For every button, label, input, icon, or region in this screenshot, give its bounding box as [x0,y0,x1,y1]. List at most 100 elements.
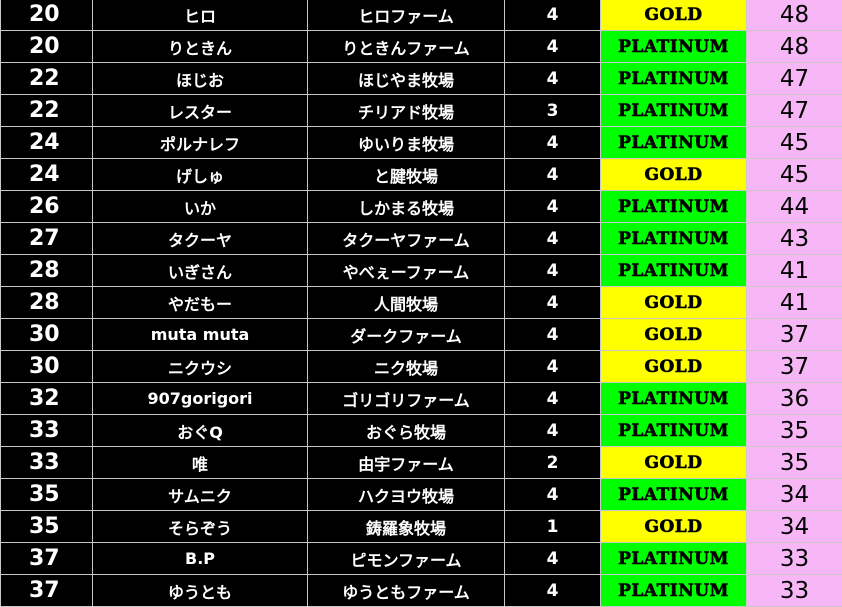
player-name-cell: げしゅ [93,159,308,191]
player-name-cell: レスター [93,95,308,127]
score-cell: 48 [747,31,842,63]
score-cell: 33 [747,575,842,607]
farm-name-cell: ピモンファーム [308,543,505,575]
tier-badge: PLATINUM [601,127,747,159]
tier-badge: PLATINUM [601,31,747,63]
score-cell: 37 [747,319,842,351]
count-cell: 4 [505,319,601,351]
tier-badge: GOLD [601,319,747,351]
count-cell: 4 [505,255,601,287]
score-cell: 47 [747,95,842,127]
farm-name-cell: やべぇーファーム [308,255,505,287]
farm-name-cell: と腱牧場 [308,159,505,191]
rank-cell: 37 [1,543,93,575]
score-cell: 48 [747,0,842,31]
tier-badge: PLATINUM [601,63,747,95]
player-name-cell: 907gorigori [93,383,308,415]
score-cell: 34 [747,479,842,511]
rank-cell: 22 [1,95,93,127]
score-cell: 35 [747,447,842,479]
farm-name-cell: タクーヤファーム [308,223,505,255]
rank-cell: 30 [1,351,93,383]
count-cell: 3 [505,95,601,127]
count-cell: 2 [505,447,601,479]
farm-name-cell: ダークファーム [308,319,505,351]
player-name-cell: ポルナレフ [93,127,308,159]
rank-cell: 28 [1,287,93,319]
count-cell: 4 [505,191,601,223]
score-cell: 44 [747,191,842,223]
score-cell: 43 [747,223,842,255]
rank-cell: 24 [1,127,93,159]
player-name-cell: サムニク [93,479,308,511]
tier-badge: GOLD [601,159,747,191]
score-cell: 47 [747,63,842,95]
score-cell: 34 [747,511,842,543]
count-cell: 4 [505,351,601,383]
rank-cell: 33 [1,447,93,479]
tier-badge: GOLD [601,447,747,479]
player-name-cell: ニクウシ [93,351,308,383]
player-name-cell: そらぞう [93,511,308,543]
count-cell: 4 [505,127,601,159]
count-cell: 4 [505,575,601,607]
tier-badge: PLATINUM [601,543,747,575]
rank-cell: 37 [1,575,93,607]
farm-name-cell: おぐら牧場 [308,415,505,447]
score-cell: 45 [747,127,842,159]
count-cell: 4 [505,383,601,415]
tier-badge: PLATINUM [601,191,747,223]
score-cell: 35 [747,415,842,447]
score-cell: 33 [747,543,842,575]
player-name-cell: いぎさん [93,255,308,287]
player-name-cell: ヒロ [93,0,308,31]
tier-badge: GOLD [601,0,747,31]
tier-badge: PLATINUM [601,255,747,287]
rank-cell: 26 [1,191,93,223]
score-cell: 41 [747,287,842,319]
rank-cell: 24 [1,159,93,191]
rank-cell: 22 [1,63,93,95]
farm-name-cell: ニク牧場 [308,351,505,383]
tier-badge: PLATINUM [601,415,747,447]
tier-badge: GOLD [601,351,747,383]
count-cell: 4 [505,543,601,575]
rank-cell: 28 [1,255,93,287]
score-cell: 36 [747,383,842,415]
count-cell: 4 [505,479,601,511]
rank-cell: 20 [1,31,93,63]
farm-name-cell: ヒロファーム [308,0,505,31]
rank-cell: 32 [1,383,93,415]
farm-name-cell: ゆいりま牧場 [308,127,505,159]
count-cell: 4 [505,415,601,447]
count-cell: 4 [505,63,601,95]
player-name-cell: 唯 [93,447,308,479]
farm-name-cell: チリアド牧場 [308,95,505,127]
rank-cell: 30 [1,319,93,351]
player-name-cell: ほじお [93,63,308,95]
farm-name-cell: ハクヨウ牧場 [308,479,505,511]
tier-badge: PLATINUM [601,575,747,607]
tier-badge: PLATINUM [601,383,747,415]
score-cell: 37 [747,351,842,383]
score-cell: 41 [747,255,842,287]
player-name-cell: B.P [93,543,308,575]
player-name-cell: ゆうとも [93,575,308,607]
tier-badge: GOLD [601,511,747,543]
count-cell: 4 [505,31,601,63]
tier-badge: GOLD [601,287,747,319]
count-cell: 4 [505,0,601,31]
